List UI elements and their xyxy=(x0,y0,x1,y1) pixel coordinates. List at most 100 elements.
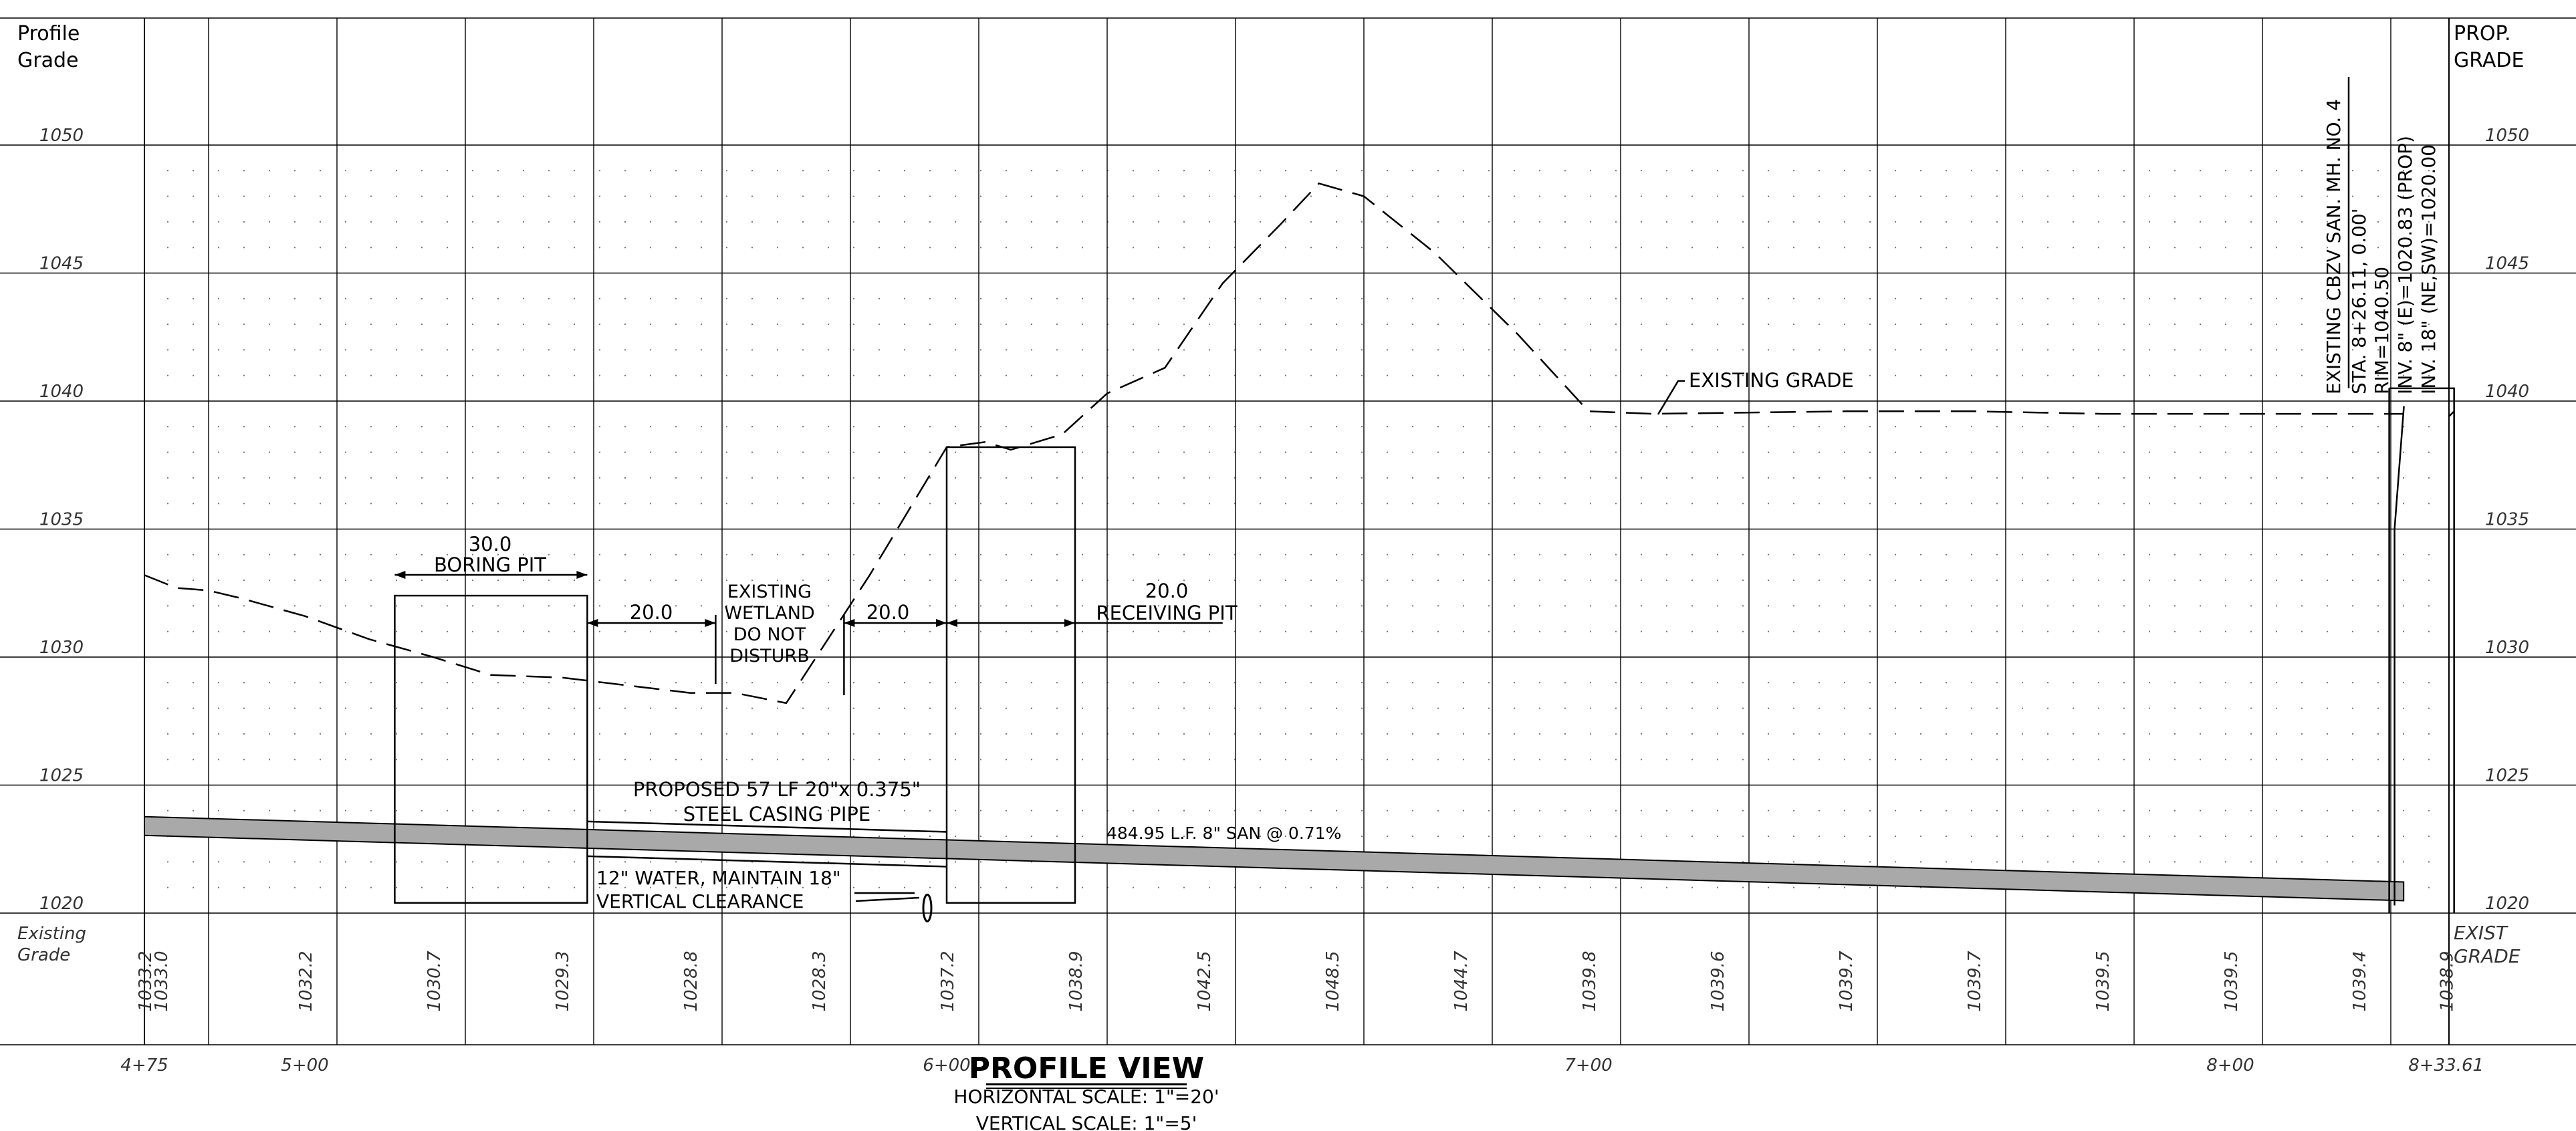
water-line-crossing xyxy=(922,893,933,922)
water-leader xyxy=(855,896,920,902)
grade-value: 1038.9 xyxy=(1066,951,1086,1012)
dimension-lines xyxy=(394,380,1685,894)
wetland-line-3: DO NOT xyxy=(733,624,806,645)
water-label-1: 12" WATER, MAINTAIN 18" xyxy=(596,867,841,889)
casing-bottom xyxy=(587,855,947,868)
grade-value: 1039.5 xyxy=(2222,951,2242,1012)
elevation-label-left: 1045 xyxy=(39,254,84,274)
dim-arrowhead xyxy=(1064,619,1075,627)
grade-value: 1048.5 xyxy=(1323,951,1343,1012)
wetland-line-1: EXISTING xyxy=(727,582,812,602)
grade-value: 1030.7 xyxy=(425,951,445,1011)
manhole-walls xyxy=(2388,388,2455,913)
elevation-label-left: 1020 xyxy=(39,894,84,914)
right-header-title-2: GRADE xyxy=(2454,49,2524,72)
elevation-label-left: 1035 xyxy=(39,510,84,530)
casing-top xyxy=(587,820,947,833)
station-label: 8+33.61 xyxy=(2408,1055,2484,1076)
grade-value: 1032.2 xyxy=(296,951,316,1012)
station-label: 8+00 xyxy=(2206,1055,2254,1076)
elevation-label-left: 1030 xyxy=(39,638,84,658)
elevation-label-left: 1050 xyxy=(39,126,84,146)
elevation-label-right: 1020 xyxy=(2485,894,2529,914)
grade-value: 1028.3 xyxy=(810,951,830,1012)
major-grid xyxy=(0,17,2576,1045)
right-header-title: PROP. xyxy=(2454,22,2511,45)
grade-value: 1039.7 xyxy=(1837,951,1857,1011)
station-label: 7+00 xyxy=(1564,1055,1612,1076)
horizontal-scale: HORIZONTAL SCALE: 1"=20' xyxy=(953,1086,1219,1108)
dim-arrowhead xyxy=(844,619,855,627)
proposed-tie-in xyxy=(2448,410,2455,417)
grade-value: 1039.6 xyxy=(1708,951,1728,1012)
profile-view-title: PROFILE VIEW xyxy=(969,1051,1204,1086)
casing-label-1: PROPOSED 57 LF 20"x 0.375" xyxy=(633,778,921,801)
water-label-2: VERTICAL CLEARANCE xyxy=(596,890,804,912)
steel-casing-pipe xyxy=(587,820,947,868)
grade-value: 1037.2 xyxy=(938,951,958,1012)
grade-value: 1029.3 xyxy=(553,951,573,1012)
mh-line-4: INV. 8" (E)=1020.83 (PROP) xyxy=(2394,136,2416,394)
boring-pit xyxy=(394,594,588,904)
station-labels: 4+75 5+00 6+00 7+00 8+00 8+33.61 xyxy=(120,1055,2484,1076)
wetland-line-4: DISTURB xyxy=(729,646,809,666)
mh-line-5: INV. 18" (NE,SW)=1020.00 xyxy=(2418,144,2440,394)
right-footer-label-2: GRADE xyxy=(2454,945,2521,967)
left-footer-label: Existing xyxy=(17,924,86,944)
station-label: 6+00 xyxy=(923,1055,970,1076)
left-header-title-2: Grade xyxy=(17,49,78,72)
mh-line-1: EXISTING CBZV SAN. MH. NO. 4 xyxy=(2323,99,2345,394)
vertical-scale: VERTICAL SCALE: 1"=5' xyxy=(976,1112,1197,1131)
dim-arrowhead xyxy=(576,571,588,579)
left-footer-label-2: Grade xyxy=(17,945,70,965)
dim-arrowhead xyxy=(394,571,406,579)
grade-value: 1039.4 xyxy=(2350,951,2370,1012)
dim-arrowhead xyxy=(705,619,716,627)
manhole-rim xyxy=(2389,387,2455,406)
left-header-title: Profile xyxy=(17,22,80,45)
elevation-label-left: 1025 xyxy=(39,766,84,786)
existing-manhole xyxy=(2347,77,2455,913)
elevation-label-right: 1025 xyxy=(2485,766,2529,786)
elevation-label-right: 1030 xyxy=(2485,638,2529,658)
elevation-label-right: 1035 xyxy=(2485,510,2529,530)
station-label: 5+00 xyxy=(281,1055,328,1076)
sanitary-pipe xyxy=(144,815,2405,902)
grade-value: 1042.5 xyxy=(1195,951,1215,1012)
grade-value: 1039.7 xyxy=(1965,951,1985,1011)
receiving-pit xyxy=(945,446,1076,904)
dim-arrowhead xyxy=(947,619,957,627)
elevation-labels: 1050 1050 1045 1045 1040 1040 1035 1035 1030 1030… xyxy=(39,126,2529,914)
existing-grade-leader xyxy=(1657,380,1685,415)
boring-pit-label: BORING PIT xyxy=(434,553,546,576)
station-label: 4+75 xyxy=(120,1055,168,1076)
casing-label-2: STEEL CASING PIPE xyxy=(683,803,870,826)
minor-grid-dots xyxy=(167,170,2430,888)
wetland-line-2: WETLAND xyxy=(724,603,814,624)
grade-value: 1028.8 xyxy=(681,951,701,1012)
dim-arrowhead xyxy=(936,619,947,627)
mh-line-3: RIM=1040.50 xyxy=(2371,267,2393,394)
receiving-pit-dim: 20.0 xyxy=(1145,580,1189,602)
mh-line-2: STA. 8+26.11, 0.00' xyxy=(2348,209,2370,394)
grade-value: 1039.8 xyxy=(1580,951,1600,1012)
offset-dim-2: 20.0 xyxy=(866,601,910,624)
grade-value: 1044.7 xyxy=(1451,951,1472,1011)
grade-value: 1038.9 xyxy=(2438,951,2458,1012)
grade-value: 1039.5 xyxy=(2093,951,2113,1012)
pipe-label: 484.95 L.F. 8" SAN @ 0.71% xyxy=(1106,824,1341,843)
existing-grade-line xyxy=(144,182,2404,705)
offset-dim-1: 20.0 xyxy=(630,601,673,624)
pits xyxy=(394,446,1076,904)
receiving-pit-label: RECEIVING PIT xyxy=(1096,602,1237,624)
right-footer-label: EXIST xyxy=(2454,922,2508,944)
grade-value: 1033.2 xyxy=(136,951,156,1012)
elevation-label-right: 1040 xyxy=(2485,382,2529,402)
grid-dots xyxy=(167,170,2430,888)
manhole-callout: EXISTING CBZV SAN. MH. NO. 4 STA. 8+26.1… xyxy=(2323,99,2440,394)
manhole-cone xyxy=(2393,406,2405,906)
grade-value: 1033.0 xyxy=(152,951,172,1012)
elevation-label-right: 1045 xyxy=(2485,254,2529,274)
